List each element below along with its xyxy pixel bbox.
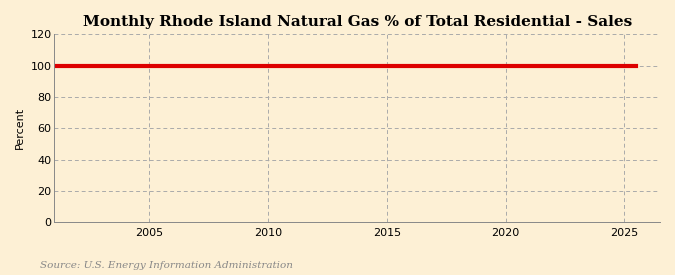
Text: Source: U.S. Energy Information Administration: Source: U.S. Energy Information Administ… — [40, 260, 294, 270]
Title: Monthly Rhode Island Natural Gas % of Total Residential - Sales: Monthly Rhode Island Natural Gas % of To… — [82, 15, 632, 29]
Y-axis label: Percent: Percent — [15, 107, 25, 149]
